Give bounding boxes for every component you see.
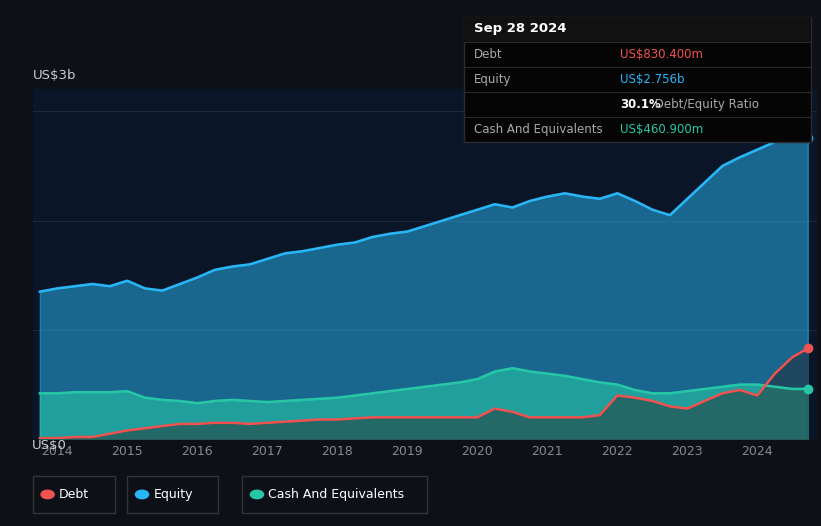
Text: Equity: Equity <box>474 73 511 86</box>
Text: 30.1%: 30.1% <box>620 98 661 111</box>
Text: Debt: Debt <box>59 488 89 501</box>
Text: Sep 28 2024: Sep 28 2024 <box>474 22 566 35</box>
Text: Debt/Equity Ratio: Debt/Equity Ratio <box>651 98 759 111</box>
Text: US$0: US$0 <box>32 439 67 452</box>
Text: Cash And Equivalents: Cash And Equivalents <box>474 123 603 136</box>
Text: US$3b: US$3b <box>33 69 76 83</box>
Text: US$460.900m: US$460.900m <box>620 123 703 136</box>
Text: US$830.400m: US$830.400m <box>620 48 703 61</box>
Text: Cash And Equivalents: Cash And Equivalents <box>268 488 405 501</box>
Text: US$2.756b: US$2.756b <box>620 73 685 86</box>
Text: Debt: Debt <box>474 48 502 61</box>
Text: Equity: Equity <box>154 488 193 501</box>
